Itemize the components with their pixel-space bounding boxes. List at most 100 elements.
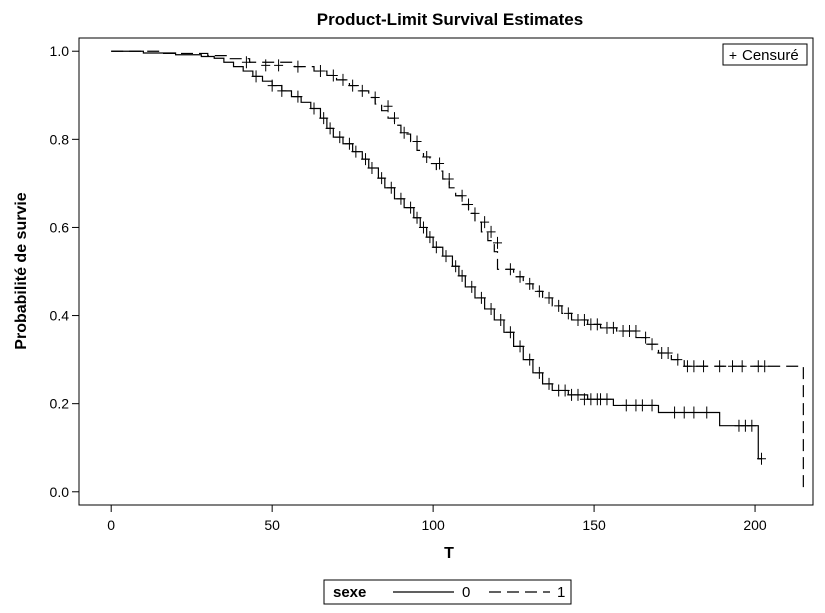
group-legend-title: sexe (333, 584, 366, 601)
censor-mark-series-0 (386, 181, 396, 194)
censor-mark-series-1 (399, 126, 409, 139)
censor-mark-series-1 (486, 225, 496, 238)
censor-mark-series-0 (441, 250, 451, 263)
censor-mark-series-1 (544, 291, 554, 304)
censor-mark-series-0 (476, 291, 486, 304)
censor-mark-series-1 (699, 360, 709, 373)
censor-mark-series-0 (602, 393, 612, 406)
x-tick-label: 150 (582, 517, 606, 533)
censor-mark-series-0 (670, 406, 680, 419)
censor-mark-series-0 (515, 340, 525, 353)
censor-mark-series-0 (457, 269, 467, 282)
censor-marks (241, 56, 770, 465)
censor-mark-series-1 (493, 236, 503, 249)
censor-mark-series-0 (525, 353, 535, 366)
x-tick-label: 50 (264, 517, 280, 533)
censor-mark-series-0 (679, 406, 689, 419)
censor-mark-series-1 (241, 56, 251, 69)
censor-mark-series-1 (435, 157, 445, 170)
series-1-line (111, 50, 804, 492)
censor-mark-series-0 (361, 153, 371, 166)
censor-mark-series-1 (444, 172, 454, 185)
censor-mark-series-1 (663, 347, 673, 360)
censor-mark-series-0 (309, 102, 319, 115)
y-tick-label: 0.6 (50, 219, 70, 235)
censor-legend-label: Censuré (742, 47, 799, 64)
censor-mark-series-0 (335, 131, 345, 144)
censor-mark-series-1 (357, 84, 367, 97)
group-legend: sexe 0 1 (323, 579, 572, 605)
plot-frame (78, 37, 814, 506)
censor-mark-series-1 (728, 360, 738, 373)
censor-mark-series-0 (560, 384, 570, 397)
censor-mark-series-1 (737, 360, 747, 373)
censor-mark-series-1 (592, 318, 602, 331)
chart-title: Product-Limit Survival Estimates (317, 10, 583, 29)
censor-mark-series-1 (641, 331, 651, 344)
censor-mark-series-0 (367, 161, 377, 174)
censor-mark-series-1 (554, 299, 564, 312)
censor-mark-series-1 (579, 313, 589, 326)
censor-mark-series-0 (747, 419, 757, 432)
censor-mark-series-1 (328, 69, 338, 82)
censor-mark-series-1 (293, 60, 303, 73)
y-tick-label: 1.0 (50, 43, 70, 59)
censor-mark-series-1 (534, 285, 544, 298)
censor-mark-series-0 (293, 90, 303, 103)
survival-curves (111, 50, 804, 492)
censor-mark-series-1 (412, 135, 422, 148)
censor-mark-series-0 (451, 260, 461, 273)
legend-entry-0: 0 (462, 584, 470, 601)
censor-mark-series-1 (370, 91, 380, 104)
censor-mark-series-0 (412, 211, 422, 224)
censor-mark-series-1 (673, 353, 683, 366)
legend-entry-1: 1 (557, 584, 565, 601)
series-0-line (111, 50, 762, 460)
censor-mark-series-0 (406, 201, 416, 214)
censor-mark-series-0 (689, 406, 699, 419)
censor-mark-series-1 (261, 59, 271, 72)
censor-mark-series-1 (515, 270, 525, 283)
censor-mark-series-1 (315, 65, 325, 78)
x-tick-label: 0 (107, 517, 115, 533)
censor-mark-series-1 (464, 198, 474, 211)
censor-mark-series-1 (647, 338, 657, 351)
x-tick-label: 100 (421, 517, 445, 533)
censor-mark-series-1 (525, 277, 535, 290)
censor-mark-series-0 (467, 280, 477, 293)
censor-mark-series-0 (267, 79, 277, 92)
y-tick-label: 0.2 (50, 396, 70, 412)
censor-mark-series-1 (505, 263, 515, 276)
censor-mark-series-0 (418, 221, 428, 234)
censor-mark-series-0 (756, 452, 766, 465)
censor-mark-series-0 (534, 366, 544, 379)
censor-mark-series-0 (486, 302, 496, 315)
censor-mark-series-0 (505, 326, 515, 339)
censor-mark-series-0 (431, 241, 441, 254)
censor-legend-symbol: + (729, 47, 737, 63)
censor-mark-series-0 (319, 112, 329, 125)
censor-mark-series-1 (422, 150, 432, 163)
censor-legend: + Censuré (722, 43, 808, 66)
censor-mark-series-0 (251, 70, 261, 83)
censor-mark-series-1 (348, 79, 358, 92)
censor-mark-series-1 (689, 360, 699, 373)
censor-mark-series-1 (715, 360, 725, 373)
y-tick-label: 0.8 (50, 131, 70, 147)
censor-mark-series-0 (573, 388, 583, 401)
censor-mark-series-1 (338, 73, 348, 86)
censor-mark-series-1 (760, 360, 770, 373)
y-tick-label: 0.4 (50, 308, 70, 324)
x-tick-label: 200 (743, 517, 767, 533)
y-axis-label: Probabilité de survie (13, 192, 30, 349)
censor-mark-series-0 (277, 84, 287, 97)
x-axis-label: T (444, 545, 454, 562)
censor-mark-series-0 (637, 399, 647, 412)
censor-mark-series-0 (496, 313, 506, 326)
censor-mark-series-1 (563, 307, 573, 320)
censor-mark-series-0 (377, 172, 387, 185)
censor-mark-series-0 (702, 406, 712, 419)
censor-mark-series-1 (631, 324, 641, 337)
censor-mark-series-0 (621, 399, 631, 412)
